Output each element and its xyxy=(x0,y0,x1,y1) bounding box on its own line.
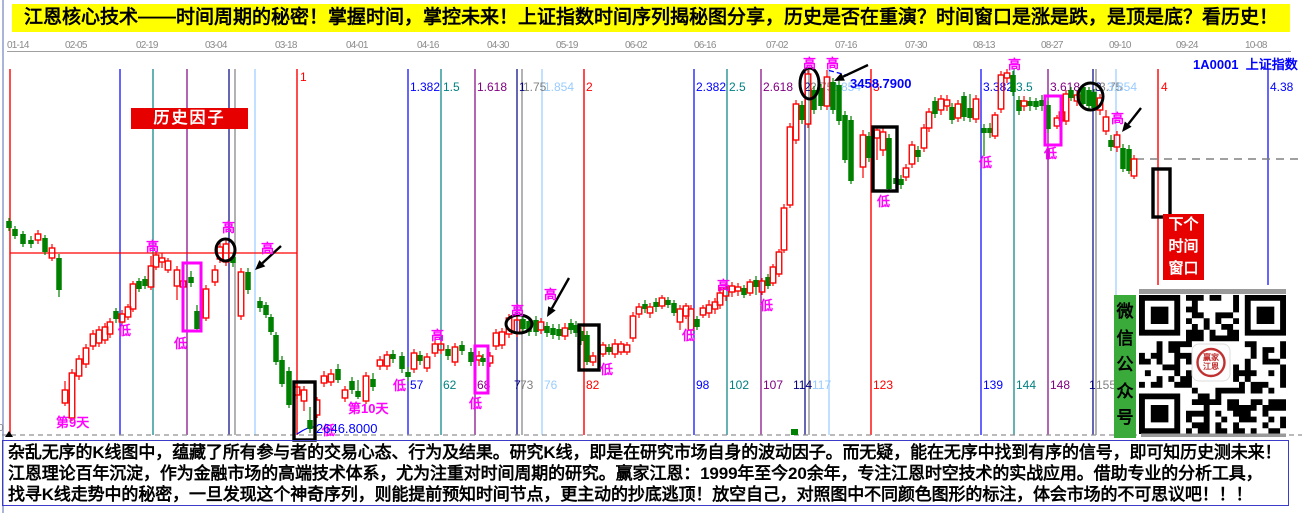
svg-text:高: 高 xyxy=(222,220,235,235)
svg-text:赢家: 赢家 xyxy=(1203,352,1220,362)
svg-text:1.382: 1.382 xyxy=(410,80,440,94)
svg-text:江恩: 江恩 xyxy=(1203,361,1219,371)
svg-text:3458.7900: 3458.7900 xyxy=(850,76,911,91)
svg-text:1.75: 1.75 xyxy=(523,80,547,94)
svg-text:3.75: 3.75 xyxy=(1099,80,1123,94)
svg-text:低: 低 xyxy=(468,396,482,411)
svg-text:高: 高 xyxy=(826,56,839,71)
svg-text:144: 144 xyxy=(1016,378,1036,392)
svg-text:114: 114 xyxy=(793,378,812,392)
svg-text:低: 低 xyxy=(759,298,773,313)
svg-text:2.5: 2.5 xyxy=(729,80,746,94)
svg-text:2: 2 xyxy=(586,80,593,94)
svg-text:2.618: 2.618 xyxy=(763,80,793,94)
svg-text:3: 3 xyxy=(873,80,880,94)
svg-text:高: 高 xyxy=(717,278,730,293)
svg-text:107: 107 xyxy=(763,378,783,392)
svg-text:98: 98 xyxy=(696,378,710,392)
svg-text:低: 低 xyxy=(392,378,406,393)
svg-text:155: 155 xyxy=(1096,378,1116,392)
svg-text:117: 117 xyxy=(812,378,831,392)
svg-text:139: 139 xyxy=(983,378,1003,392)
svg-text:3.854: 3.854 xyxy=(1107,80,1137,94)
svg-text:低: 低 xyxy=(681,328,695,343)
svg-text:低: 低 xyxy=(876,194,890,209)
svg-text:低: 低 xyxy=(599,362,613,377)
svg-text:2.382: 2.382 xyxy=(696,80,726,94)
svg-text:低: 低 xyxy=(173,336,187,351)
svg-text:高: 高 xyxy=(803,56,816,71)
svg-text:高: 高 xyxy=(431,328,444,343)
svg-text:62: 62 xyxy=(443,378,457,392)
svg-text:第9天: 第9天 xyxy=(56,415,90,430)
svg-text:0: 0 xyxy=(0,423,4,434)
svg-text:低: 低 xyxy=(1043,146,1057,161)
svg-text:1.854: 1.854 xyxy=(544,80,574,94)
svg-text:高: 高 xyxy=(544,287,557,302)
svg-text:高: 高 xyxy=(1008,57,1021,72)
svg-text:高: 高 xyxy=(146,239,159,254)
svg-text:102: 102 xyxy=(729,378,749,392)
svg-text:1: 1 xyxy=(519,80,526,94)
svg-text:1.5: 1.5 xyxy=(443,80,460,94)
svg-text:高: 高 xyxy=(1111,111,1124,126)
svg-text:第10天: 第10天 xyxy=(348,401,389,416)
svg-text:高: 高 xyxy=(261,241,274,256)
svg-text:2: 2 xyxy=(804,80,811,94)
svg-text:1: 1 xyxy=(1089,378,1096,392)
svg-text:7: 7 xyxy=(514,378,521,392)
svg-text:1.618: 1.618 xyxy=(477,80,507,94)
svg-text:低: 低 xyxy=(978,155,992,170)
svg-text:73: 73 xyxy=(520,378,534,392)
svg-text:4.38: 4.38 xyxy=(1270,80,1294,94)
svg-text:123: 123 xyxy=(873,378,893,392)
svg-text:1: 1 xyxy=(300,70,307,84)
svg-text:82: 82 xyxy=(586,378,600,392)
svg-text:低: 低 xyxy=(321,423,335,438)
svg-text:4: 4 xyxy=(1161,80,1168,94)
svg-text:148: 148 xyxy=(1050,378,1070,392)
svg-text:高: 高 xyxy=(511,303,524,318)
svg-text:低: 低 xyxy=(117,323,131,338)
svg-text:3.618: 3.618 xyxy=(1050,80,1080,94)
svg-text:76: 76 xyxy=(544,378,558,392)
svg-text:57: 57 xyxy=(410,378,424,392)
svg-text:2646.8000: 2646.8000 xyxy=(316,421,377,436)
svg-text:3.5: 3.5 xyxy=(1016,80,1033,94)
